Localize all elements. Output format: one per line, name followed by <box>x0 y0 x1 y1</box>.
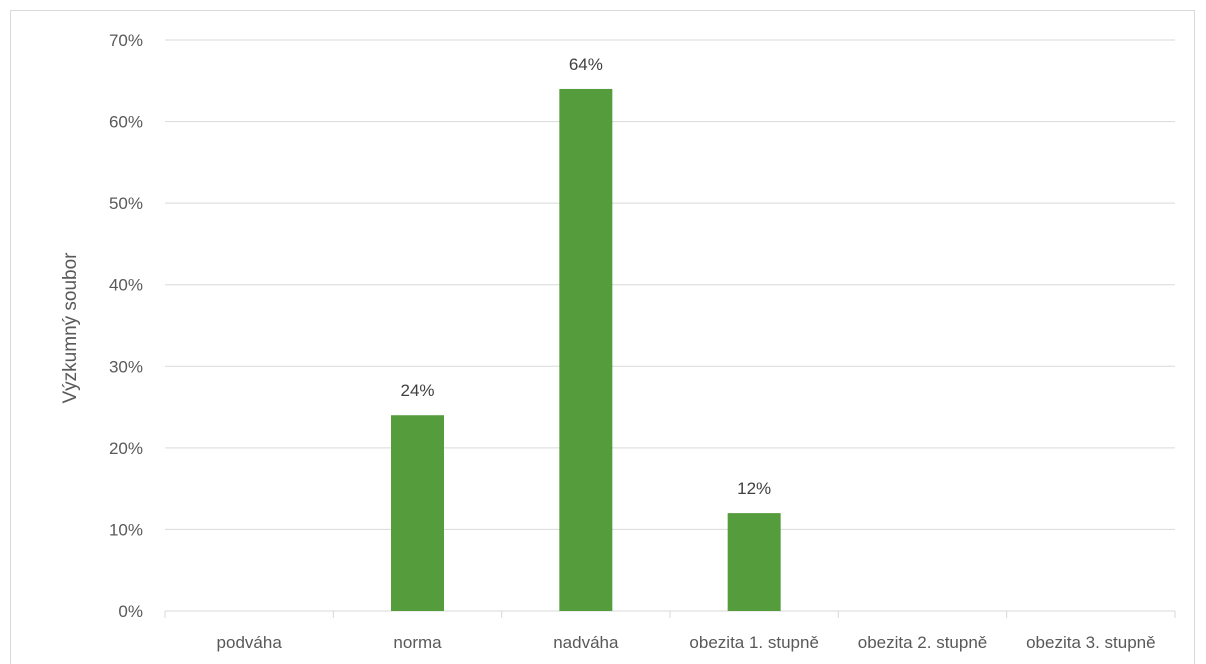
y-tick-label: 60% <box>109 113 143 132</box>
x-tick-label: podváha <box>217 633 283 652</box>
x-tick-label: nadváha <box>553 633 619 652</box>
x-tick-label: norma <box>393 633 442 652</box>
x-tick-label: obezita 2. stupně <box>858 633 987 652</box>
y-tick-label: 20% <box>109 439 143 458</box>
bar <box>391 415 444 611</box>
data-labels: 24% 64% 12% <box>400 55 771 498</box>
data-label: 64% <box>569 55 603 74</box>
data-label: 24% <box>400 381 434 400</box>
y-axis-ticks: 0% 10% 20% 30% 40% 50% 60% 70% <box>109 31 143 621</box>
y-tick-label: 10% <box>109 520 143 539</box>
y-tick-label: 40% <box>109 276 143 295</box>
y-tick-label: 30% <box>109 357 143 376</box>
y-tick-label: 70% <box>109 31 143 50</box>
y-tick-label: 0% <box>118 602 143 621</box>
bar <box>559 88 613 611</box>
x-tick-label: obezita 3. stupně <box>1026 633 1155 652</box>
gridlines <box>164 39 1176 618</box>
y-axis-label: Výzkumný soubor <box>60 252 81 404</box>
data-label: 12% <box>737 479 771 498</box>
x-axis-ticks: podváha norma nadváha obezita 1. stupně obez… <box>217 633 1156 652</box>
bars <box>391 88 781 611</box>
bar <box>727 513 781 611</box>
x-tick-label: obezita 1. stupně <box>689 633 818 652</box>
y-tick-label: 50% <box>109 194 143 213</box>
